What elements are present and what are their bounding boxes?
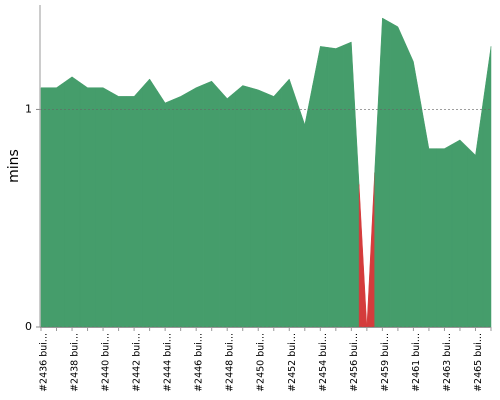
area-segment <box>436 143 453 328</box>
x-tick-label: #2454 bui... <box>318 333 329 392</box>
area-segment <box>389 21 406 328</box>
area-segment <box>172 91 189 328</box>
area-segment <box>188 84 205 328</box>
y-axis-label: mins <box>6 149 22 183</box>
area-segment <box>95 87 112 328</box>
x-tick-label: #2463 bui... <box>442 333 453 392</box>
area-segment <box>234 85 251 328</box>
area-segment <box>296 85 313 328</box>
area-segment <box>219 89 236 328</box>
area-segment <box>467 100 484 328</box>
x-tick-label: #2459 bui... <box>380 333 391 392</box>
area-segment <box>343 41 360 328</box>
x-tick-label: #2436 bui... <box>39 333 50 392</box>
x-tick-label: #2456 bui... <box>349 333 360 392</box>
y-tick-label: 0 <box>25 320 32 333</box>
area-segment <box>141 78 158 328</box>
area-segment <box>451 139 468 328</box>
x-tick-label: #2444 bui... <box>163 333 174 392</box>
area-segment <box>250 87 267 328</box>
x-tick-label: #2446 bui... <box>194 333 205 392</box>
x-tick-label: #2440 bui... <box>101 333 112 392</box>
area-segment <box>40 87 50 328</box>
area-segment <box>126 87 143 328</box>
area-segment <box>203 80 220 328</box>
area-segment <box>110 91 127 328</box>
area-segment <box>312 46 329 328</box>
area-segment <box>48 81 65 328</box>
x-tick-label: #2438 bui... <box>70 333 81 392</box>
x-tick-label: #2465 bui... <box>473 333 484 392</box>
x-tick-label: #2452 bui... <box>287 333 298 392</box>
area-segment <box>482 46 492 328</box>
area-segment <box>64 76 81 328</box>
x-tick-label: #2450 bui... <box>256 333 267 392</box>
area-segment <box>405 44 422 328</box>
area-segment <box>374 17 391 328</box>
x-tick-label: #2461 bui... <box>411 333 422 392</box>
area-segment <box>281 78 298 328</box>
x-tick-label: #2448 bui... <box>225 333 236 392</box>
area-segment <box>358 172 375 328</box>
x-tick-label: #2442 bui... <box>132 333 143 392</box>
area-segment <box>265 87 282 328</box>
area-segment <box>420 105 437 328</box>
area-segment <box>79 81 96 328</box>
area-segment <box>157 90 174 328</box>
y-tick-label: 1 <box>25 102 32 115</box>
area-segment <box>327 44 344 328</box>
